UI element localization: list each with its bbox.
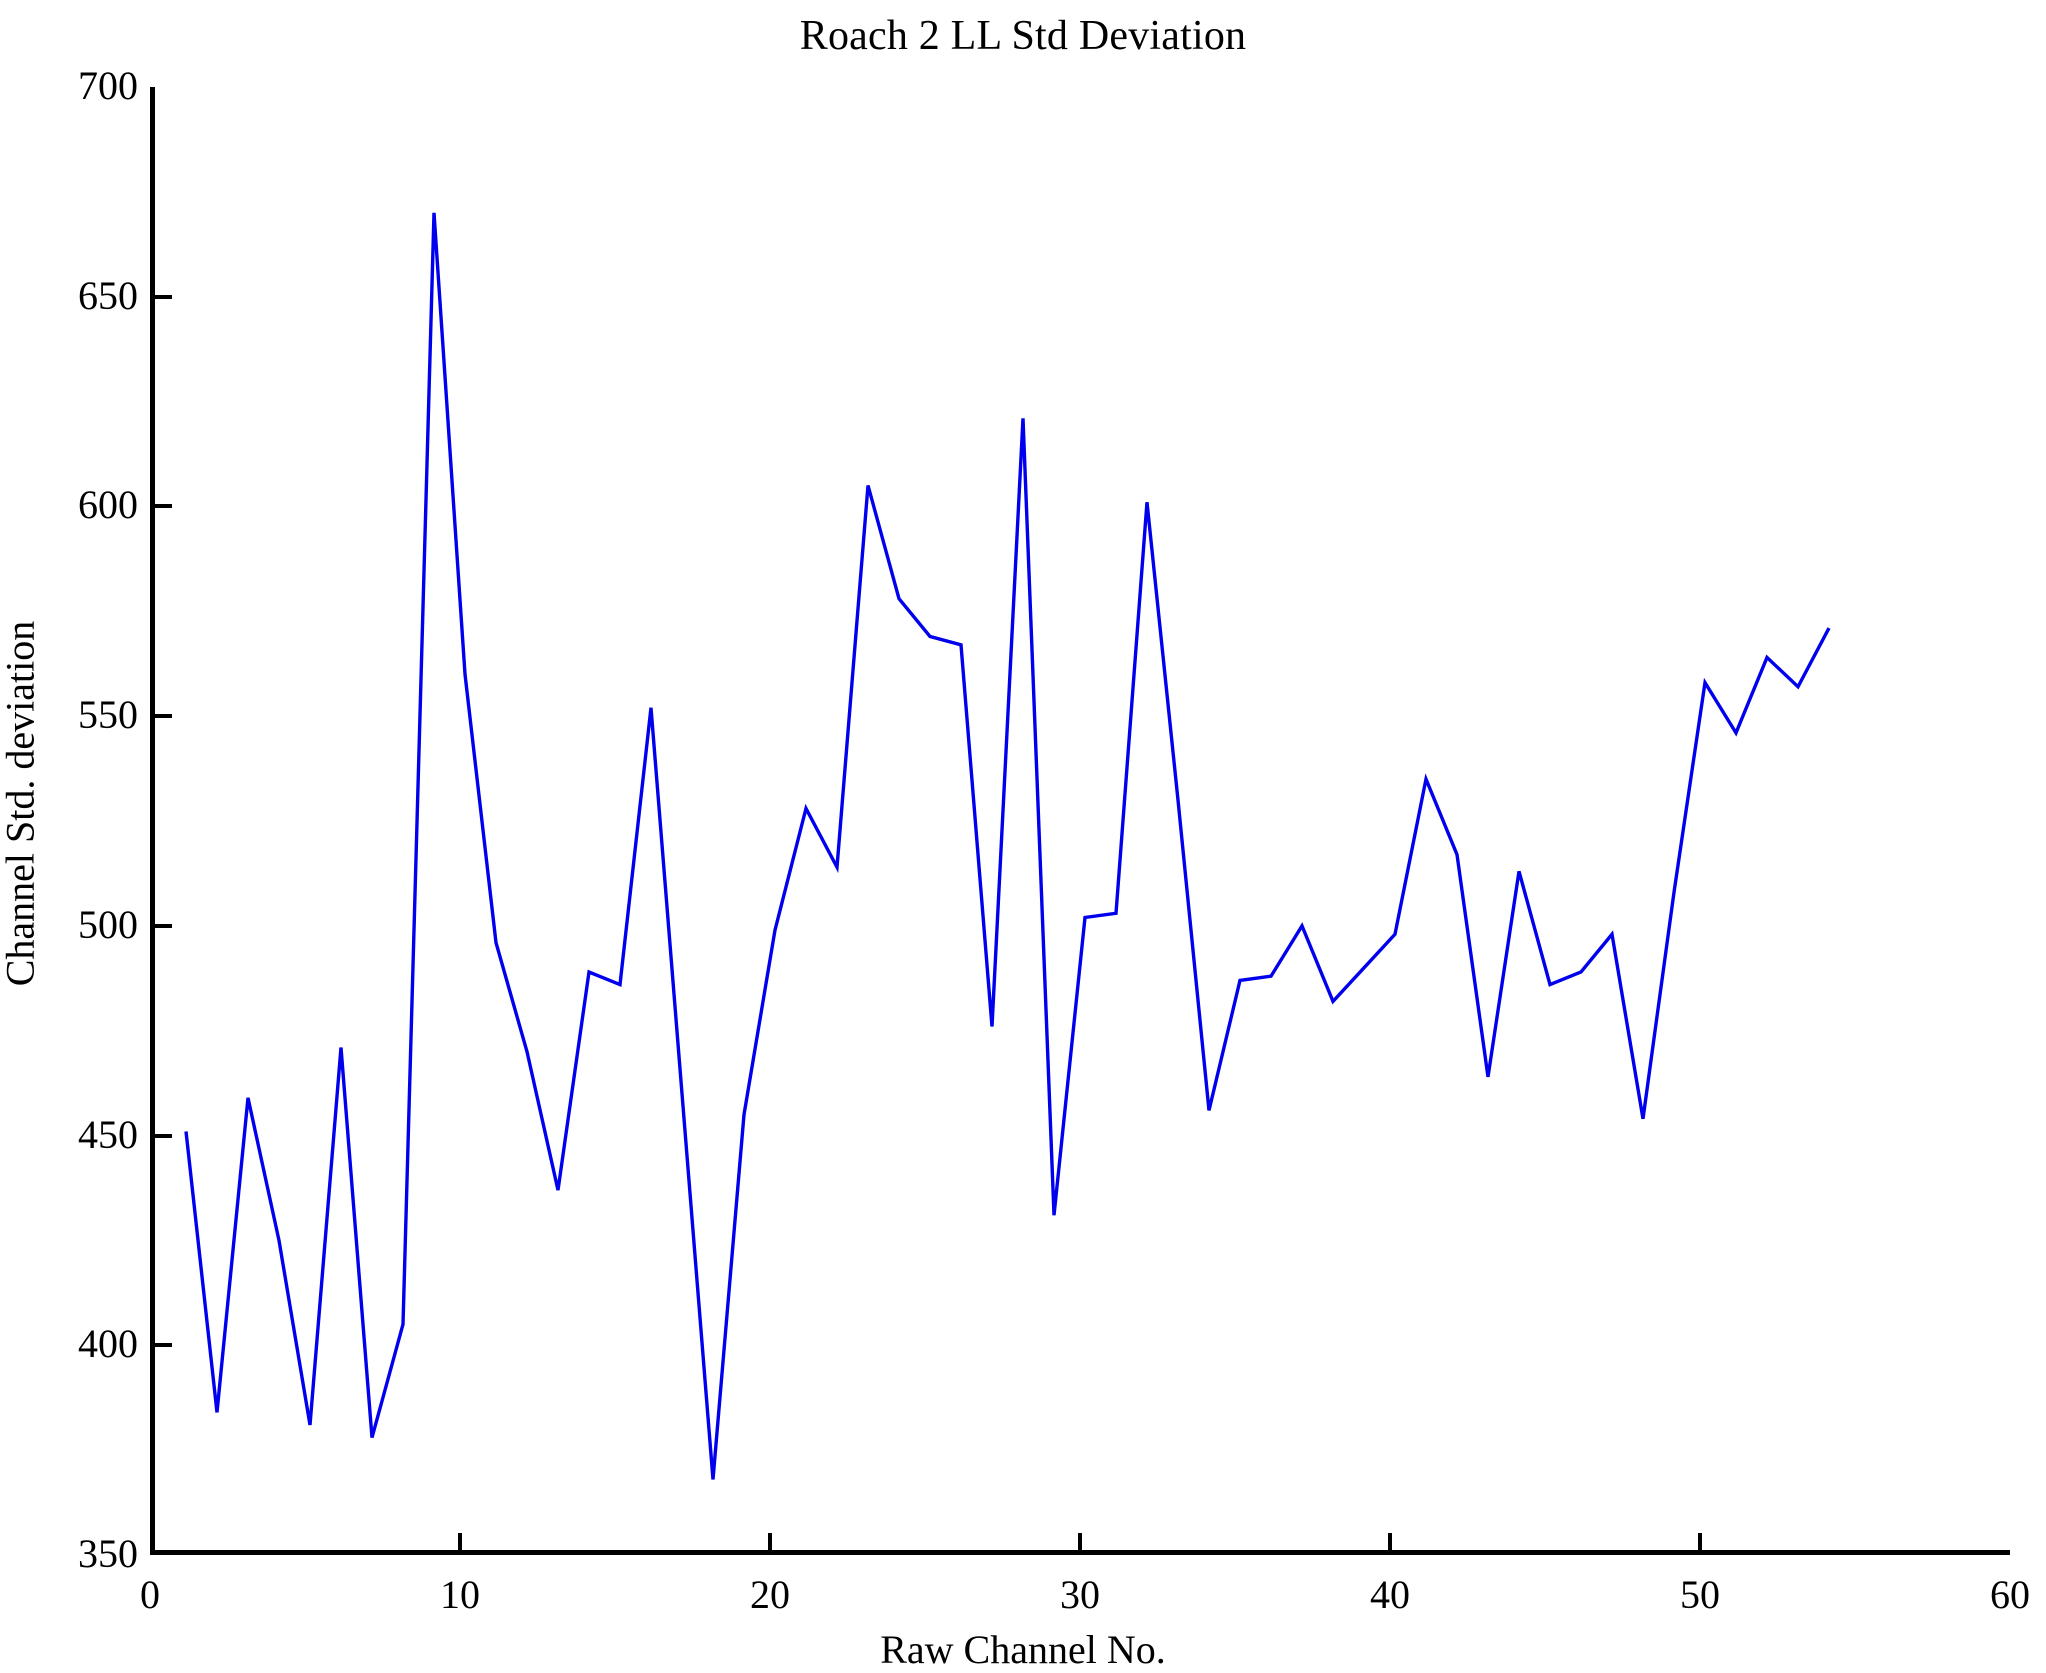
x-tick-label: 60	[1990, 1572, 2030, 1617]
data-line-series	[184, 212, 1831, 1480]
x-tick-label: 0	[140, 1572, 160, 1617]
x-tick-mark	[768, 1533, 772, 1555]
y-tick-label: 500	[78, 901, 138, 947]
y-tick-mark	[150, 504, 172, 509]
plot-area	[150, 87, 2010, 1555]
y-tick-label: 650	[78, 272, 138, 318]
x-tick-label: 40	[1370, 1572, 1410, 1617]
x-tick-label: 50	[1680, 1572, 1720, 1617]
x-tick-mark	[458, 1533, 462, 1555]
y-tick-label: 350	[78, 1531, 138, 1576]
y-tick-label: 700	[78, 63, 138, 108]
x-tick-mark	[1388, 1533, 1392, 1555]
x-tick-label: 20	[750, 1572, 790, 1617]
x-tick-label: 10	[440, 1572, 480, 1617]
y-axis-label: Channel Std. deviation	[0, 620, 43, 987]
y-tick-mark	[150, 923, 172, 928]
y-tick-label: 400	[78, 1321, 138, 1367]
x-tick-mark	[1698, 1533, 1702, 1555]
data-polyline	[184, 212, 1831, 1480]
x-tick-label: 30	[1060, 1572, 1100, 1617]
y-tick-mark	[150, 1133, 172, 1138]
y-tick-mark	[150, 1343, 172, 1348]
x-axis-label: Raw Channel No.	[880, 1627, 1166, 1672]
y-tick-mark	[150, 714, 172, 719]
y-tick-mark	[150, 294, 172, 299]
y-tick-label: 450	[78, 1111, 138, 1157]
chart-title: Roach 2 LL Std Deviation	[799, 13, 1247, 59]
x-tick-mark	[1078, 1533, 1082, 1555]
y-tick-label: 600	[78, 482, 138, 528]
y-tick-label: 550	[78, 692, 138, 738]
